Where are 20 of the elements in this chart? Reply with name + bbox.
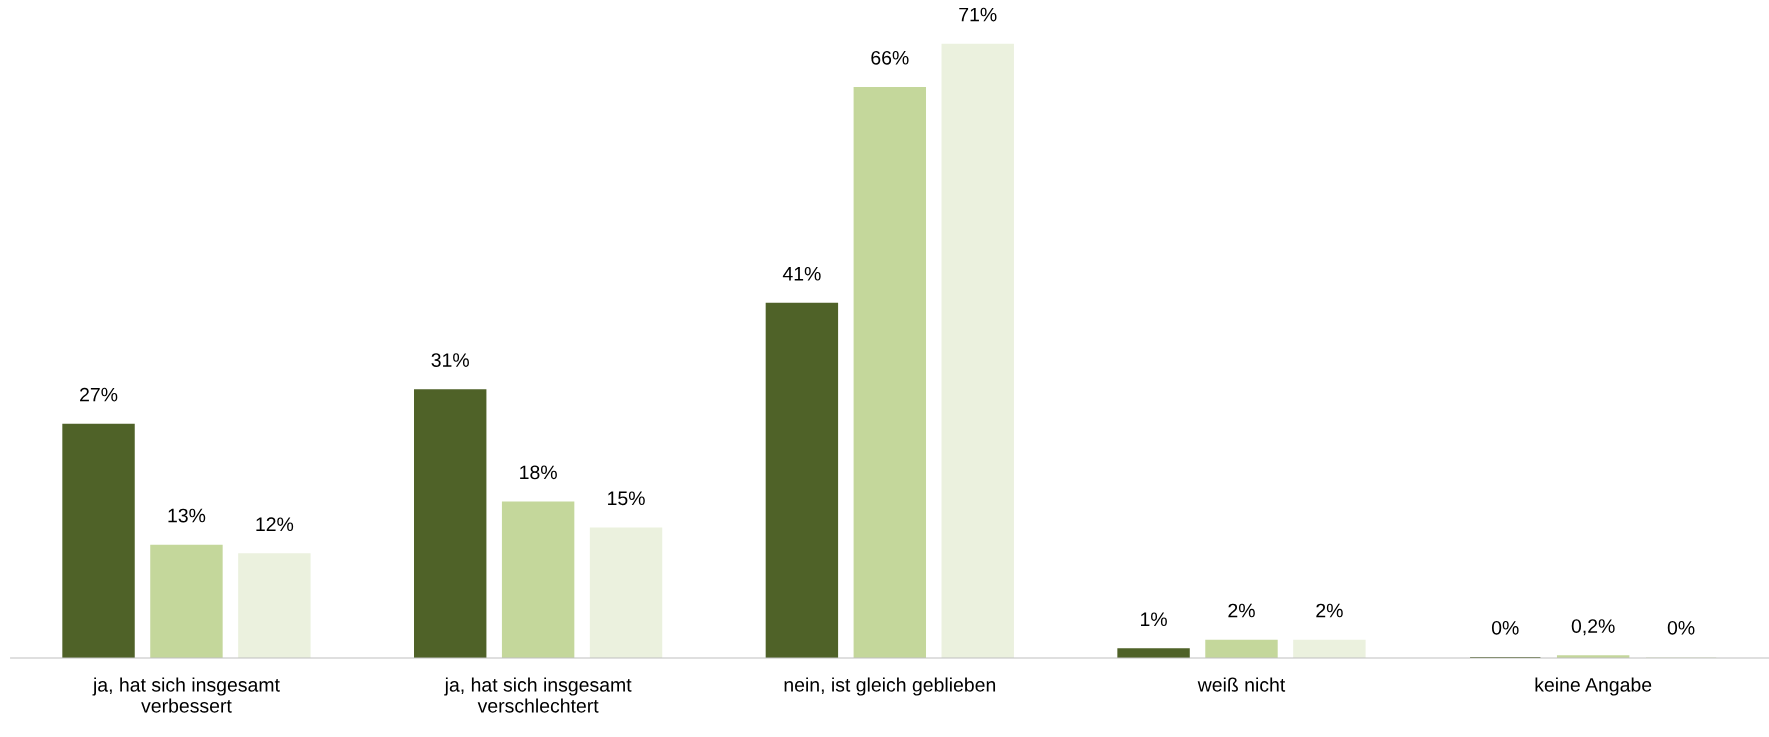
data-label: 31% <box>431 353 469 367</box>
data-label: 15% <box>608 491 645 506</box>
data-label: 66% <box>871 50 909 65</box>
x-tick-label: keine Angabe <box>1535 677 1652 696</box>
data-label: 12% <box>256 517 294 531</box>
data-label: 0% <box>1667 620 1695 635</box>
x-tick-label: ja, hat sich insgesamt verschlechtert <box>444 677 632 713</box>
x-tick-label: ja, hat sich insgesamt verbessert <box>92 677 280 713</box>
data-label: 0,2% <box>1571 619 1615 636</box>
data-label: 71% <box>959 7 997 22</box>
x-tick-label: nein, ist gleich geblieben <box>784 677 996 696</box>
data-label: 0% <box>1491 620 1519 635</box>
data-label: 27% <box>80 387 118 402</box>
data-label: 13% <box>168 508 206 523</box>
x-tick-label: weiß nicht <box>1197 677 1286 692</box>
data-label: 18% <box>520 465 557 480</box>
data-label: 1% <box>1141 612 1167 626</box>
data-label: 2% <box>1228 603 1255 618</box>
data-label: 41% <box>782 266 821 281</box>
data-label: 2% <box>1316 603 1343 618</box>
